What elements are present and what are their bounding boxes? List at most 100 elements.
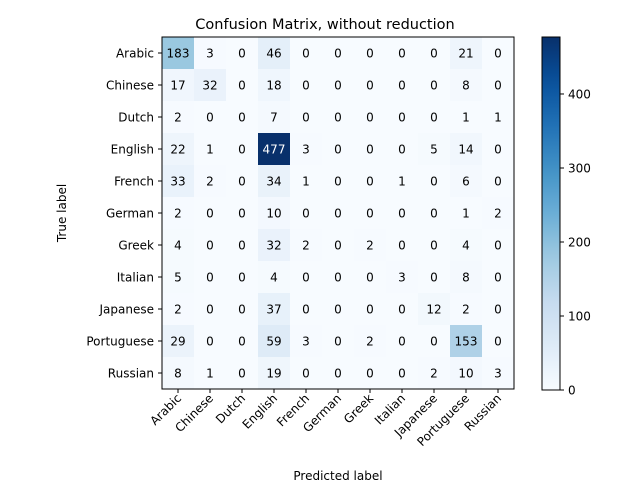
cell-value-label: 32: [202, 79, 217, 93]
heatmap-cell: [482, 101, 514, 133]
cell-value-label: 0: [334, 335, 342, 349]
cell-value-label: 0: [206, 207, 214, 221]
heatmap-cell: [482, 325, 514, 357]
y-tick-label: Portuguese: [86, 335, 154, 349]
colorbar-tick-label: 0: [568, 384, 576, 398]
cell-value-label: 10: [266, 207, 281, 221]
heatmap-cell: [354, 37, 386, 69]
cell-value-label: 0: [430, 207, 438, 221]
cell-value-label: 2: [174, 207, 182, 221]
heatmap-cell: [290, 101, 322, 133]
heatmap-cell: [450, 261, 482, 293]
cell-value-label: 32: [266, 239, 281, 253]
cell-value-label: 0: [366, 303, 374, 317]
cell-value-label: 0: [334, 303, 342, 317]
heatmap-cell: [258, 133, 290, 165]
cell-value-label: 46: [266, 47, 281, 61]
heatmap-cell: [194, 293, 226, 325]
heatmap-cell: [386, 69, 418, 101]
heatmap-cell: [354, 293, 386, 325]
cell-value-label: 0: [398, 335, 406, 349]
heatmap-cells: [162, 37, 514, 389]
heatmap-cell: [322, 229, 354, 261]
heatmap-cell: [162, 69, 194, 101]
heatmap-cell: [418, 357, 450, 389]
cell-value-label: 0: [334, 367, 342, 381]
y-tick-label: Greek: [118, 239, 154, 253]
heatmap-cell: [194, 37, 226, 69]
heatmap-cell: [162, 101, 194, 133]
y-tick-label: Japanese: [99, 303, 155, 317]
heatmap-cell: [482, 357, 514, 389]
cell-value-label: 1: [302, 175, 310, 189]
cell-value-label: 0: [398, 239, 406, 253]
cell-value-label: 19: [266, 367, 281, 381]
heatmap-cell: [450, 197, 482, 229]
cell-value-label: 0: [366, 79, 374, 93]
heatmap-cell: [354, 197, 386, 229]
y-axis: Arabic Chinese Dutch English French German Gre…: [86, 47, 162, 381]
heatmap-cell: [162, 325, 194, 357]
y-tick-label: Dutch: [118, 111, 154, 125]
cell-value-label: 17: [170, 79, 185, 93]
heatmap-cell: [226, 229, 258, 261]
cell-value-label: 1: [206, 143, 214, 157]
cell-value-label: 0: [334, 175, 342, 189]
heatmap-cell: [386, 101, 418, 133]
cell-value-label: 29: [170, 335, 185, 349]
cell-value-label: 0: [206, 303, 214, 317]
y-tick-label: French: [114, 175, 154, 189]
cell-value-label: 5: [174, 271, 182, 285]
heatmap-cell: [226, 165, 258, 197]
colorbar-tick-label: 100: [568, 309, 591, 323]
cell-value-label: 0: [398, 207, 406, 221]
heatmap-cell: [354, 101, 386, 133]
cell-value-label: 2: [366, 335, 374, 349]
cell-value-label: 33: [170, 175, 185, 189]
heatmap-cell: [290, 133, 322, 165]
cell-value-label: 0: [430, 47, 438, 61]
cell-value-label: 0: [206, 271, 214, 285]
heatmap-cell: [194, 165, 226, 197]
heatmap-cell: [226, 37, 258, 69]
heatmap-cell: [418, 229, 450, 261]
heatmap-cell: [386, 133, 418, 165]
cell-value-label: 0: [206, 335, 214, 349]
cell-value-label: 0: [302, 303, 310, 317]
cell-value-label: 0: [238, 175, 246, 189]
cell-value-label: 0: [366, 47, 374, 61]
heatmap-cell: [162, 357, 194, 389]
cell-value-label: 21: [458, 47, 473, 61]
heatmap-cell: [194, 229, 226, 261]
cell-value-label: 2: [430, 367, 438, 381]
cell-value-label: 0: [206, 239, 214, 253]
heatmap-cell: [162, 133, 194, 165]
cell-value-label: 0: [430, 335, 438, 349]
x-axis-label: Predicted label: [293, 469, 382, 480]
heatmap-cell: [354, 229, 386, 261]
heatmap-cell: [482, 261, 514, 293]
cell-value-label: 10: [458, 367, 473, 381]
cell-value-label: 0: [238, 47, 246, 61]
cell-value-label: 0: [238, 271, 246, 285]
heatmap-cell: [194, 101, 226, 133]
heatmap-cell: [258, 37, 290, 69]
cell-value-label: 3: [494, 367, 502, 381]
heatmap-cell: [194, 69, 226, 101]
heatmap-cell: [290, 229, 322, 261]
heatmap-cell: [226, 133, 258, 165]
heatmap-cell: [194, 261, 226, 293]
heatmap-cell: [354, 261, 386, 293]
heatmap-cell: [418, 261, 450, 293]
heatmap-cell: [226, 69, 258, 101]
cell-value-label: 0: [238, 367, 246, 381]
cell-value-label: 1: [462, 207, 470, 221]
cell-value-label: 0: [398, 143, 406, 157]
cell-value-label: 0: [238, 239, 246, 253]
chart-title: Confusion Matrix, without reduction: [195, 17, 454, 33]
heatmap-cell: [226, 357, 258, 389]
heatmap-cell: [226, 261, 258, 293]
heatmap-cell: [450, 325, 482, 357]
heatmap-cell: [162, 165, 194, 197]
